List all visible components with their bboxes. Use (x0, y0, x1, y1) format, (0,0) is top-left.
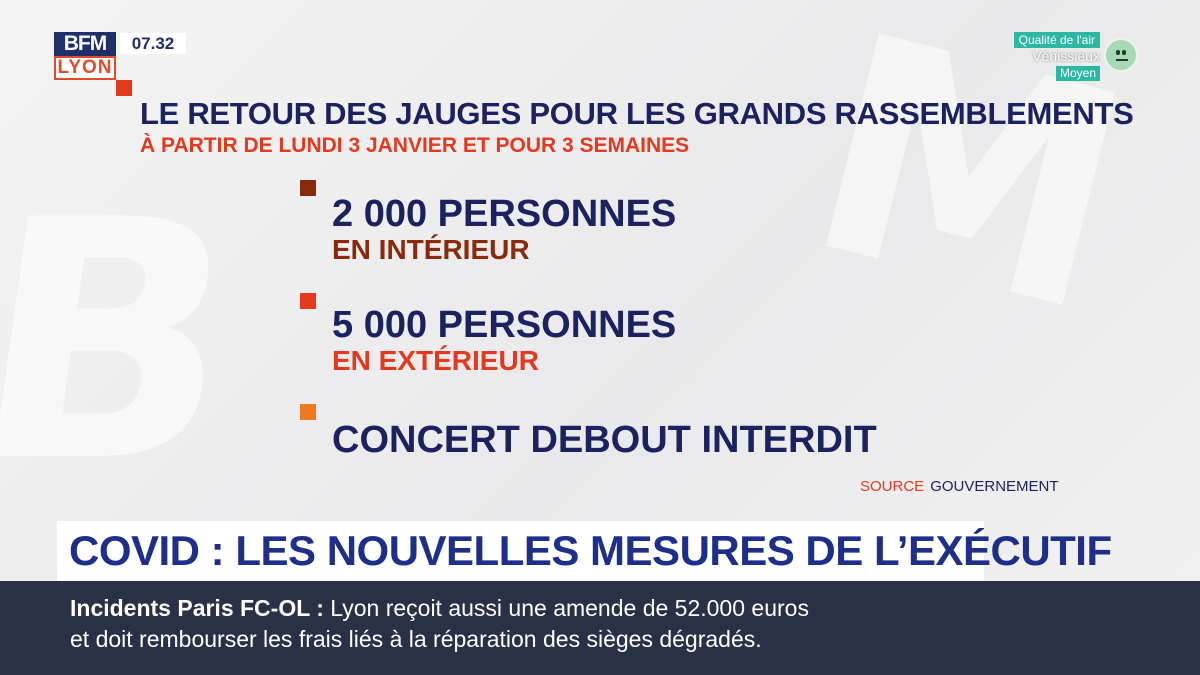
news-ticker: Incidents Paris FC-OL : Lyon reçoit auss… (0, 581, 1200, 675)
item-sub: EN EXTÉRIEUR (332, 345, 539, 376)
ticker-text-1: Lyon reçoit aussi une amende de 52.000 e… (330, 595, 809, 621)
air-quality-level: Moyen (1055, 66, 1100, 81)
headline-banner: COVID : LES NOUVELLES MESURES DE L’EXÉCU… (57, 521, 1112, 581)
air-quality-label: Qualité de l'air (1013, 32, 1100, 48)
bullet-square (300, 180, 316, 196)
graphic-subtitle: À PARTIR DE LUNDI 3 JANVIER ET POUR 3 SE… (140, 134, 690, 157)
ticker-line-1: Incidents Paris FC-OL : Lyon reçoit auss… (70, 593, 809, 623)
ticker-line-2: et doit rembourser les frais liés à la r… (70, 626, 762, 652)
logo-bottom: LYON (54, 56, 116, 80)
item-main: 5 000 PERSONNES (332, 304, 677, 346)
bullet-square (300, 404, 316, 420)
item-main: 2 000 PERSONNES (332, 193, 677, 235)
logo-top: BFM (54, 32, 116, 56)
item-sub: EN INTÉRIEUR (332, 234, 530, 265)
ticker-lead: Incidents Paris FC-OL : (70, 595, 324, 621)
graphic-title: LE RETOUR DES JAUGES POUR LES GRANDS RAS… (140, 96, 1134, 131)
item-main: CONCERT DEBOUT INTERDIT (332, 419, 877, 461)
source-value: GOUVERNEMENT (930, 478, 1059, 495)
air-quality-widget: Qualité de l'air Vénissieux Moyen (1004, 32, 1144, 82)
source-credit: SOURCE GOUVERNEMENT (860, 478, 1059, 496)
source-label: SOURCE (860, 478, 925, 495)
bullet-square (300, 293, 316, 309)
channel-logo: BFM LYON (54, 32, 116, 80)
title-marker (116, 80, 132, 96)
headline-text: COVID : LES NOUVELLES MESURES DE L’EXÉCU… (69, 527, 1112, 574)
clock: 07.32 (120, 33, 186, 54)
neutral-face-icon (1104, 38, 1138, 72)
air-quality-city: Vénissieux (1032, 48, 1100, 64)
